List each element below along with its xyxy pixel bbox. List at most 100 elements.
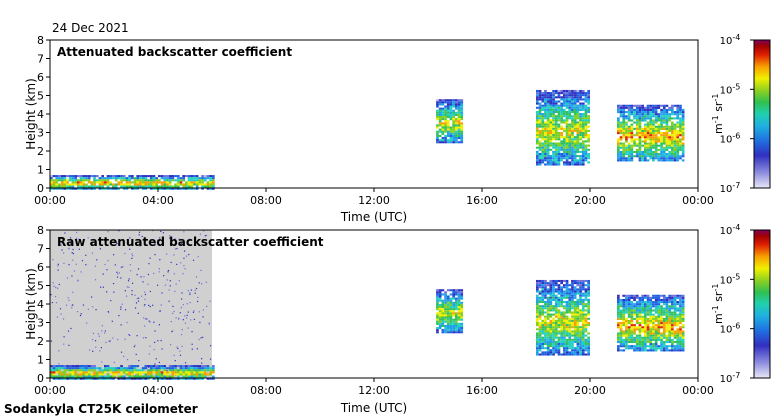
- heatmap-cell: [174, 290, 176, 293]
- heatmap-cell: [125, 181, 129, 184]
- heatmap-cell: [55, 187, 59, 190]
- heatmap-cell: [149, 365, 153, 368]
- heatmap-cell: [668, 334, 671, 337]
- heatmap-cell: [554, 309, 558, 312]
- heatmap-cell: [60, 373, 64, 376]
- heatmap-cell: [627, 311, 631, 314]
- heatmap-cell: [652, 138, 655, 141]
- heatmap-cell: [460, 109, 464, 112]
- heatmap-cell: [52, 371, 56, 374]
- heatmap-cell: [536, 138, 539, 141]
- heatmap-cell: [181, 329, 183, 331]
- heatmap-cell: [665, 311, 669, 314]
- heatmap-cell: [131, 290, 133, 292]
- x-tick-label: 20:00: [574, 384, 606, 397]
- heatmap-cell: [627, 104, 631, 107]
- heatmap-cell: [449, 308, 453, 311]
- heatmap-cell: [581, 303, 585, 306]
- heatmap-cell: [638, 108, 642, 112]
- heatmap-cell: [625, 322, 628, 325]
- heatmap-cell: [581, 115, 585, 118]
- heatmap-cell: [209, 181, 212, 184]
- y-tick-label: 2: [37, 335, 44, 348]
- heatmap-cell: [565, 332, 569, 335]
- heatmap-cell: [565, 334, 569, 337]
- heatmap-cell: [457, 301, 461, 304]
- heatmap-cell: [188, 238, 190, 240]
- heatmap-cell: [587, 345, 590, 348]
- heatmap-cell: [573, 92, 577, 95]
- heatmap-cell: [74, 369, 77, 372]
- heatmap-cell: [662, 108, 666, 112]
- heatmap-cell: [544, 123, 547, 126]
- heatmap-cell: [671, 319, 674, 323]
- heatmap-cell: [441, 101, 445, 104]
- heatmap-cell: [82, 179, 86, 182]
- heatmap-cell: [536, 146, 539, 149]
- heatmap-cell: [668, 157, 671, 160]
- heatmap-cell: [617, 307, 620, 310]
- heatmap-cell: [627, 305, 631, 308]
- heatmap-cell: [641, 119, 644, 122]
- heatmap-cell: [55, 177, 59, 180]
- heatmap-cell: [74, 367, 77, 370]
- heatmap-cell: [190, 375, 194, 378]
- heatmap-cell: [538, 336, 542, 339]
- heatmap-cell: [568, 284, 572, 287]
- heatmap-cell: [573, 330, 577, 333]
- heatmap-cell: [587, 157, 590, 160]
- heatmap-cell: [568, 317, 572, 320]
- heatmap-cell: [93, 175, 96, 178]
- heatmap-cell: [79, 183, 83, 186]
- heatmap-cell: [546, 113, 550, 116]
- heatmap-cell: [646, 338, 650, 341]
- heatmap-cell: [638, 338, 642, 341]
- heatmap-cell: [446, 303, 450, 306]
- heatmap-cell: [549, 313, 553, 316]
- heatmap-cell: [197, 256, 199, 258]
- heatmap-cell: [455, 99, 458, 102]
- heatmap-cell: [198, 179, 202, 182]
- heatmap-cell: [563, 136, 566, 139]
- heatmap-cell: [117, 177, 121, 180]
- heatmap-cell: [581, 336, 585, 339]
- heatmap-cell: [446, 331, 450, 334]
- heatmap-cell: [573, 129, 577, 132]
- heatmap-cell: [568, 92, 572, 95]
- heatmap-cell: [544, 332, 547, 335]
- heatmap-cell: [91, 242, 93, 244]
- y-tick-label: 0: [37, 372, 44, 385]
- heatmap-cell: [541, 300, 545, 304]
- heatmap-cell: [106, 175, 110, 178]
- heatmap-cell: [565, 123, 569, 126]
- heatmap-cell: [438, 107, 442, 110]
- heatmap-cell: [50, 375, 53, 378]
- heatmap-cell: [163, 185, 167, 188]
- heatmap-cell: [635, 132, 639, 135]
- heatmap-cell: [625, 332, 628, 335]
- heatmap-cell: [668, 322, 671, 325]
- heatmap-cell: [102, 286, 105, 288]
- heatmap-cell: [641, 303, 644, 306]
- heatmap-cell: [457, 295, 461, 298]
- heatmap-cell: [541, 155, 545, 158]
- heatmap-cell: [92, 306, 94, 308]
- heatmap-cell: [552, 152, 555, 156]
- heatmap-cell: [136, 377, 140, 380]
- heatmap-cell: [190, 175, 194, 178]
- heatmap-cell: [152, 367, 156, 370]
- heatmap-cell: [436, 322, 439, 325]
- heatmap-cell: [657, 123, 661, 126]
- heatmap-cell: [584, 288, 588, 291]
- heatmap-cell: [444, 314, 447, 317]
- heatmap-cell: [587, 288, 590, 291]
- heatmap-cell: [576, 117, 580, 120]
- heatmap-cell: [438, 109, 442, 112]
- heatmap-cell: [649, 338, 653, 341]
- heatmap-cell: [563, 321, 566, 325]
- heatmap-cell: [563, 326, 566, 329]
- heatmap-cell: [536, 127, 539, 130]
- heatmap-cell: [541, 313, 545, 316]
- heatmap-cell: [97, 333, 99, 335]
- heatmap-cell: [654, 108, 658, 112]
